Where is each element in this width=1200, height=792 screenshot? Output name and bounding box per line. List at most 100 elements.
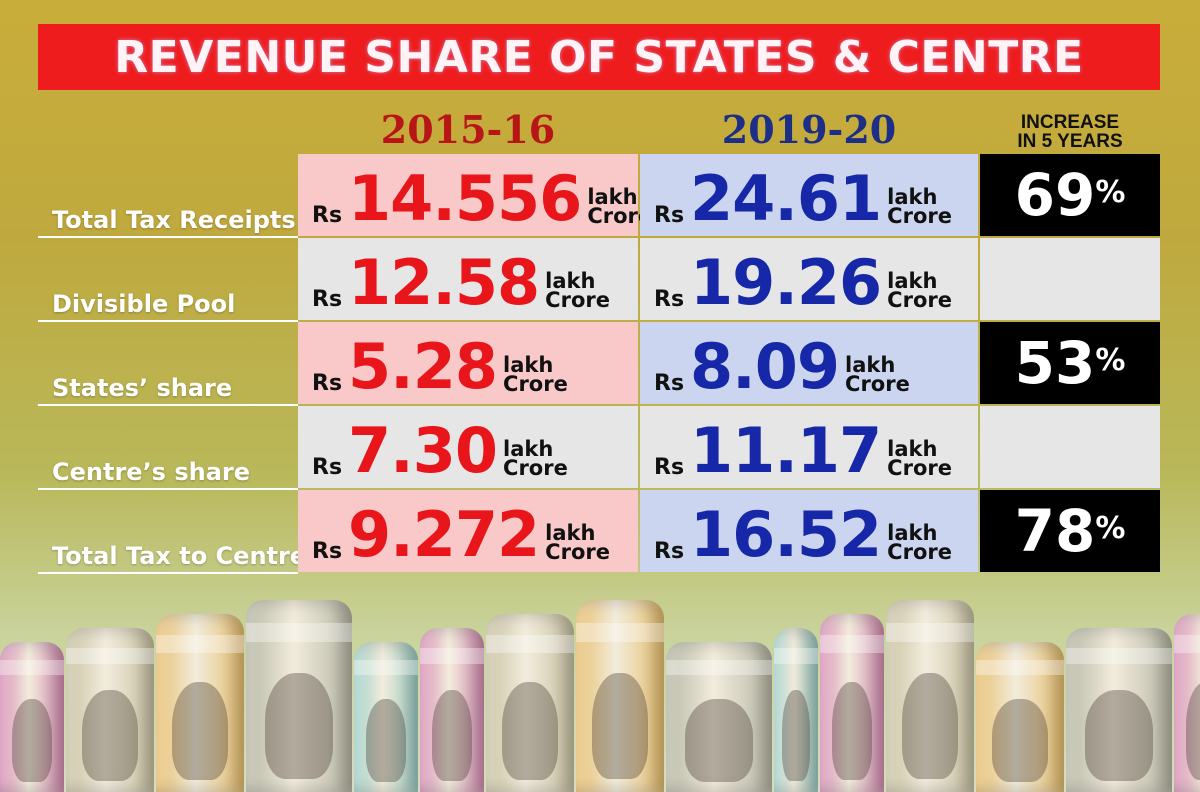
table-row: Divisible Pool Rs 12.58 lakh Crore Rs 19.26 lak…	[38, 238, 1160, 322]
unit-crore: Crore	[845, 372, 910, 396]
value-2015-16: 7.30	[348, 414, 498, 487]
currency-prefix: Rs	[312, 539, 343, 564]
banknote-roll	[886, 600, 974, 792]
unit-crore: Crore	[887, 540, 952, 564]
unit-crore: Crore	[545, 288, 610, 312]
unit-lakh: lakh	[887, 185, 938, 209]
increase-percent: 53%	[1015, 334, 1126, 392]
portrait-shape	[685, 699, 753, 782]
percent-sign: %	[1095, 175, 1126, 210]
unit-crore: Crore	[503, 372, 568, 396]
cell-increase: 69%	[980, 154, 1160, 236]
title-banner: REVENUE SHARE OF STATES & CENTRE	[38, 24, 1160, 90]
currency-prefix: Rs	[312, 455, 343, 480]
value-2019-20: 19.26	[690, 246, 882, 319]
portrait-shape	[81, 690, 139, 781]
cell-value-2019-20: Rs 19.26 lakh Crore	[640, 238, 978, 320]
portrait-shape	[11, 699, 53, 782]
unit-label: lakh Crore	[587, 185, 652, 227]
cell-value-2015-16: Rs 7.30 lakh Crore	[298, 406, 638, 488]
banknote-band	[820, 635, 884, 654]
unit-lakh: lakh	[545, 521, 596, 545]
unit-label: lakh Crore	[545, 521, 610, 564]
cell-value-2019-20: Rs 16.52 lakh Crore	[640, 490, 978, 572]
row-label: Divisible Pool	[52, 290, 236, 318]
cell-value-2015-16: Rs 9.272 lakh Crore	[298, 490, 638, 572]
currency-prefix: Rs	[654, 371, 685, 396]
currency-prefix: Rs	[654, 203, 685, 228]
banknote-band	[486, 635, 574, 654]
unit-crore: Crore	[545, 540, 610, 564]
banknote-band	[66, 647, 154, 665]
portrait-shape	[1185, 681, 1200, 780]
table-row: States’ share Rs 5.28 lakh Crore Rs 8.09 lakh Cr…	[38, 322, 1160, 406]
cell-increase: 78%	[980, 490, 1160, 572]
currency-prefix: Rs	[312, 287, 343, 312]
row-divider	[38, 236, 298, 238]
row-divider	[38, 320, 298, 322]
currency-prefix: Rs	[312, 371, 343, 396]
banknote-roll	[1066, 628, 1172, 792]
percent-sign: %	[1095, 343, 1126, 378]
portrait-shape	[1085, 690, 1153, 781]
portrait-shape	[591, 672, 649, 779]
currency-prefix: Rs	[654, 455, 685, 480]
increase-percent: 69%	[1015, 166, 1126, 224]
portrait-shape	[431, 690, 473, 781]
unit-crore: Crore	[503, 456, 568, 480]
portrait-shape	[781, 690, 811, 781]
portrait-shape	[171, 681, 229, 780]
chart-title: REVENUE SHARE OF STATES & CENTRE	[114, 31, 1084, 83]
banknote-roll	[976, 642, 1064, 792]
banknote-band	[1174, 635, 1200, 654]
unit-label: lakh Crore	[845, 353, 910, 396]
row-label: Centre’s share	[52, 458, 250, 486]
unit-crore: Crore	[887, 204, 952, 228]
rupee-notes-background-image	[0, 580, 1200, 792]
banknote-roll	[156, 614, 244, 792]
banknote-roll	[666, 642, 772, 792]
unit-lakh: lakh	[845, 353, 896, 377]
unit-crore: Crore	[887, 456, 952, 480]
unit-lakh: lakh	[887, 521, 938, 545]
row-label: Total Tax Receipts	[52, 206, 296, 234]
banknote-band	[354, 660, 418, 675]
row-label: Total Tax to Centre	[52, 542, 307, 570]
portrait-shape	[831, 681, 873, 780]
banknote-roll	[354, 642, 418, 792]
column-header-2019-20: 2019-20	[721, 106, 897, 152]
banknote-roll	[1174, 614, 1200, 792]
value-2019-20: 11.17	[690, 414, 882, 487]
table-row: Centre’s share Rs 7.30 lakh Crore Rs 11.17 lakh…	[38, 406, 1160, 490]
row-label: States’ share	[52, 374, 233, 402]
currency-prefix: Rs	[312, 203, 343, 228]
value-2015-16: 14.556	[348, 162, 582, 235]
unit-label: lakh Crore	[887, 185, 952, 228]
unit-lakh: lakh	[503, 437, 554, 461]
table-row: Total Tax Receipts Rs 14.556 lakh Crore Rs 24.…	[38, 154, 1160, 238]
portrait-shape	[901, 672, 959, 779]
unit-label: lakh Crore	[503, 355, 568, 396]
banknote-band	[246, 623, 352, 643]
cell-value-2019-20: Rs 11.17 lakh Crore	[640, 406, 978, 488]
increase-value: 53	[1014, 329, 1096, 397]
banknote-roll	[246, 600, 352, 792]
banknote-roll	[486, 614, 574, 792]
column-header-2015-16: 2015-16	[380, 106, 556, 152]
banknote-band	[774, 647, 818, 665]
cell-value-2015-16: Rs 12.58 lakh Crore	[298, 238, 638, 320]
percent-sign: %	[1095, 511, 1126, 546]
unit-label: lakh Crore	[887, 269, 952, 311]
banknote-band	[0, 660, 64, 675]
value-2015-16: 9.272	[348, 498, 540, 571]
currency-prefix: Rs	[654, 539, 685, 564]
unit-lakh: lakh	[887, 269, 938, 293]
increase-header-line-2: IN 5 YEARS	[1017, 131, 1123, 152]
unit-lakh: lakh	[587, 185, 638, 209]
portrait-shape	[991, 699, 1049, 782]
cell-increase	[980, 406, 1160, 488]
value-2019-20: 16.52	[690, 498, 882, 571]
increase-value: 78	[1014, 497, 1096, 565]
unit-label: lakh Crore	[887, 439, 952, 480]
row-divider	[38, 488, 298, 490]
